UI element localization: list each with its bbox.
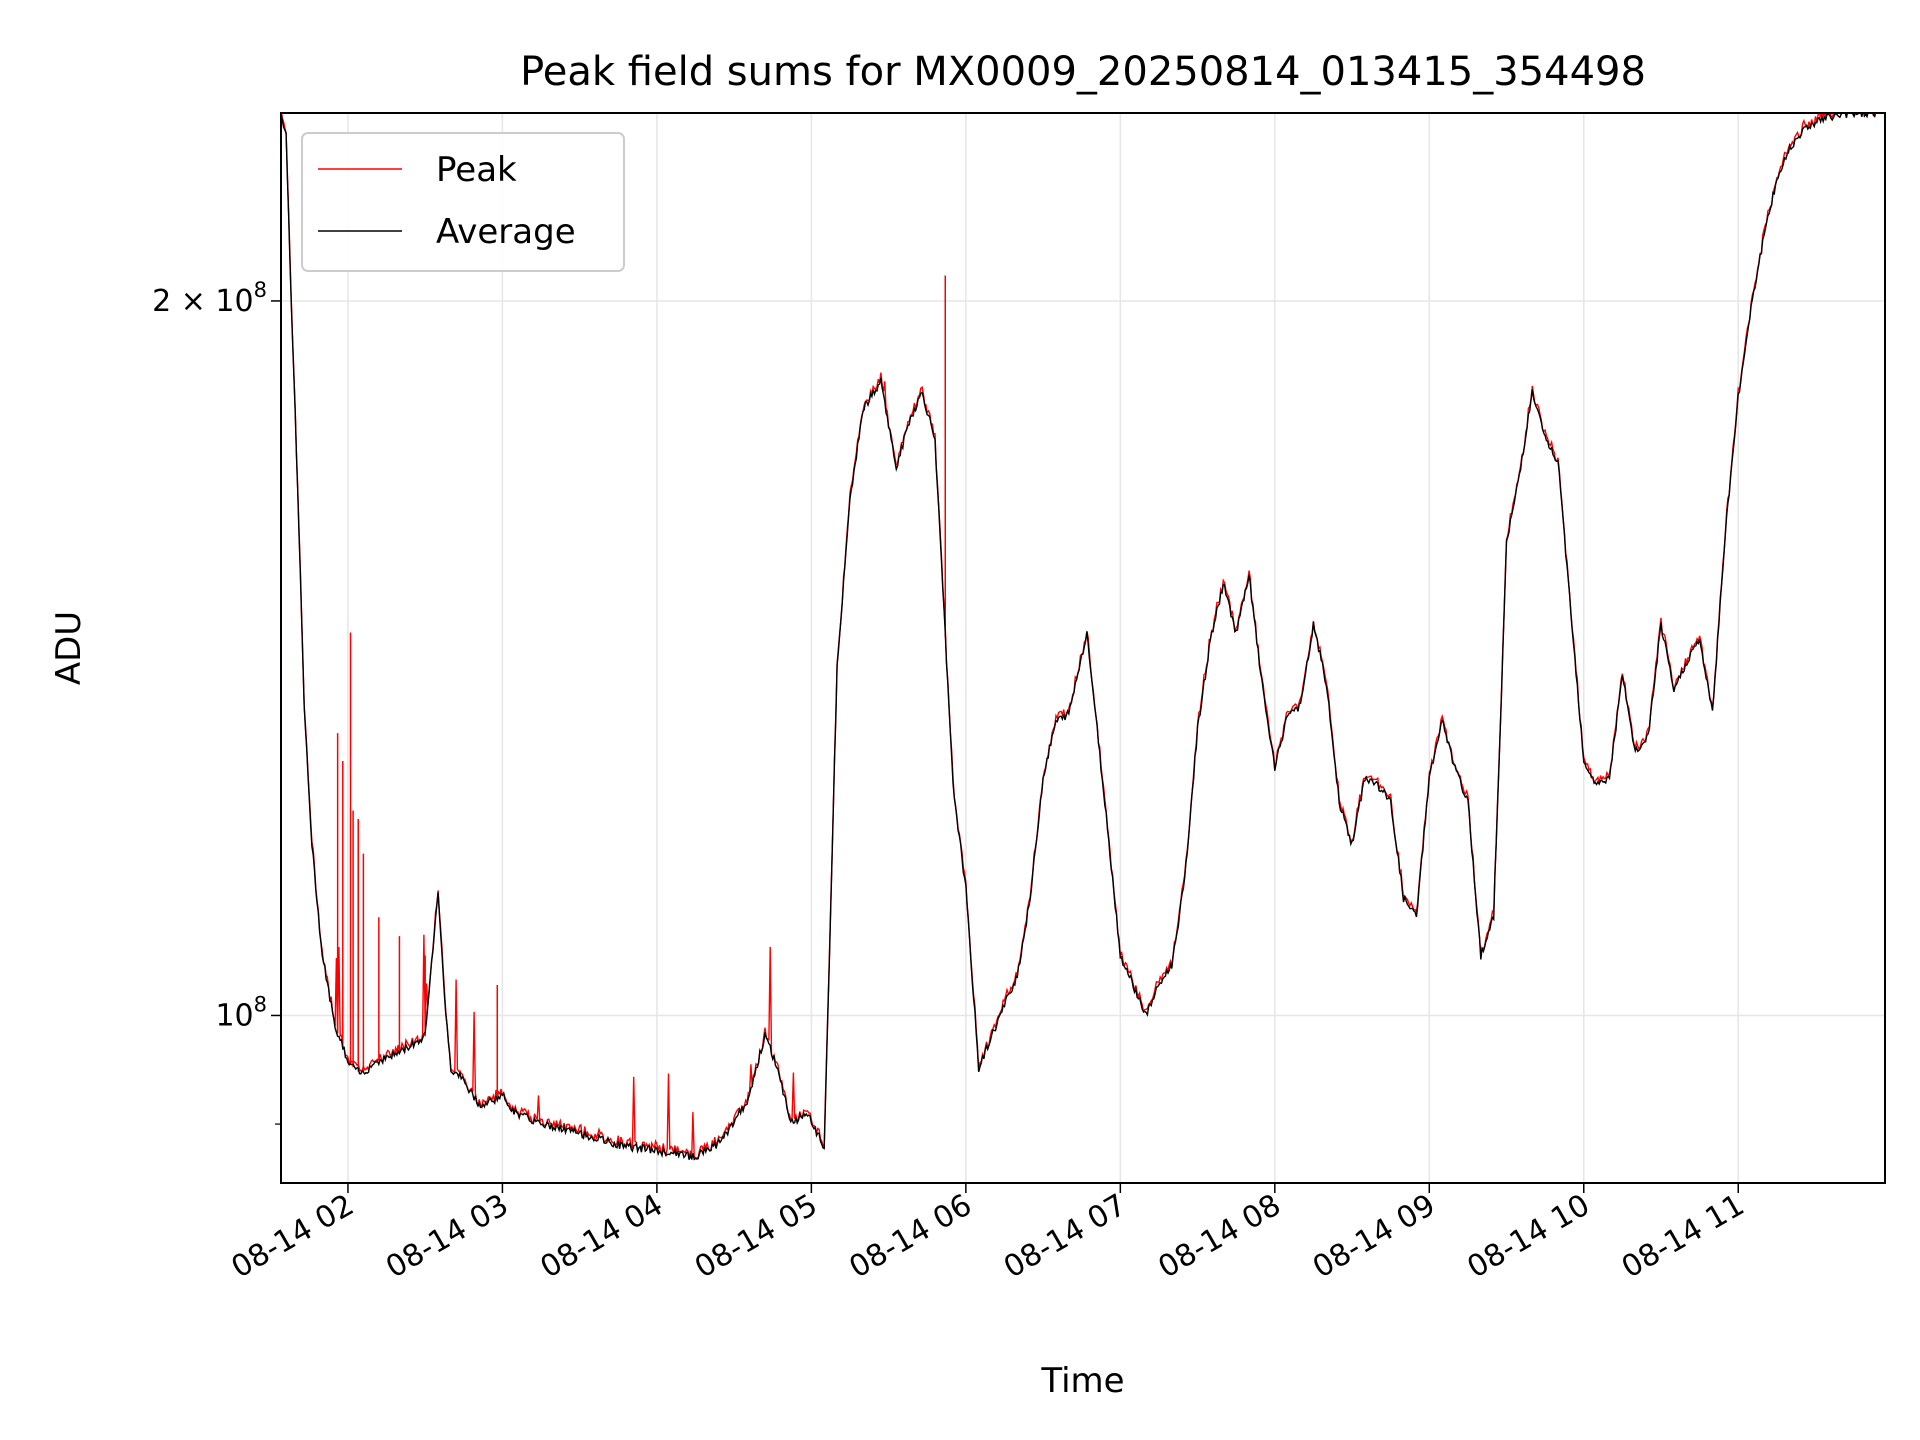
grid [281,113,1885,1183]
x-axis-title: Time [1040,1361,1124,1401]
y-axis: 108 2 × 108 [152,278,281,1125]
chart-title: Peak field sums for MX0009_20250814_0134… [520,49,1646,95]
series-line-average [281,113,1885,1161]
legend-box [301,132,625,272]
legend-label-peak: Peak [436,150,517,190]
series-group [281,113,1885,1161]
y-tick-label: 2 × 108 [152,278,267,319]
y-tick-label: 108 [215,992,267,1033]
legend: Peak Average [301,132,625,272]
y-axis-title: ADU [49,611,89,685]
plot-frame [280,112,1886,1184]
plot-area [281,113,1885,1161]
legend-label-average: Average [436,212,576,252]
